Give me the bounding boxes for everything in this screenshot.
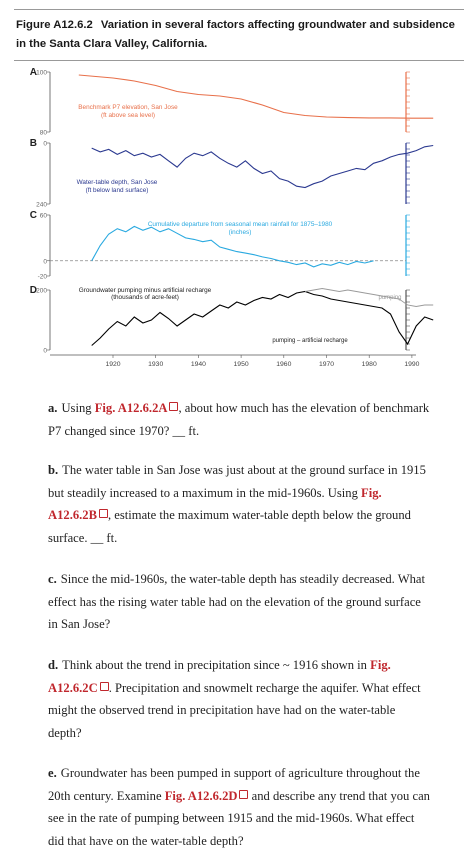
question-text: Using bbox=[61, 401, 95, 415]
question-text: and describe any trend that you can see … bbox=[48, 788, 430, 848]
question: c. Since the mid-1960s, the water-table d… bbox=[48, 568, 432, 636]
series-label: pumping – artificial recharge bbox=[272, 338, 348, 344]
panel-label: A bbox=[30, 67, 37, 78]
y-tick-label: 0 bbox=[43, 348, 47, 355]
x-tick-label: 1950 bbox=[234, 361, 249, 368]
y-tick-label: 60 bbox=[40, 213, 48, 220]
figure-link[interactable]: Fig. A12.6.2B bbox=[48, 485, 382, 523]
annotation: (thousands of acre-feet) bbox=[111, 294, 179, 301]
link-icon bbox=[239, 789, 249, 799]
annotation: Water-table depth, San Jose bbox=[77, 179, 158, 186]
x-tick-label: 1980 bbox=[362, 361, 377, 368]
annotation: Groundwater pumping minus artificial rec… bbox=[79, 287, 212, 294]
annotation: Cumulative departure from seasonal mean … bbox=[148, 221, 333, 228]
question-label: c. bbox=[48, 572, 57, 586]
panel-label: D bbox=[30, 285, 37, 296]
figure-label: Figure A12.6.2 bbox=[16, 19, 93, 31]
question-label: e. bbox=[48, 766, 57, 780]
data-line bbox=[91, 225, 374, 268]
x-tick-label: 1930 bbox=[148, 361, 163, 368]
link-icon bbox=[99, 681, 109, 691]
y-tick-label: 80 bbox=[40, 130, 48, 137]
data-line bbox=[78, 74, 434, 119]
figure-link[interactable]: Fig. A12.6.2C bbox=[48, 658, 391, 695]
panel-label: C bbox=[30, 210, 37, 221]
x-tick-label: 1940 bbox=[191, 361, 206, 368]
question-text: , estimate the maximum water-table depth… bbox=[48, 508, 411, 545]
data-line bbox=[91, 144, 434, 189]
question-text: Groundwater has been pumped in support o… bbox=[48, 766, 420, 803]
question-text: Think about the trend in precipitation s… bbox=[62, 658, 371, 672]
y-tick-label: -20 bbox=[38, 274, 48, 281]
figure-title: Variation in several factors affecting g… bbox=[16, 19, 455, 50]
x-tick-label: 1960 bbox=[276, 361, 291, 368]
data-line bbox=[91, 290, 434, 346]
y-tick-label: 100 bbox=[36, 70, 47, 77]
question-text: The water table in San Jose was just abo… bbox=[48, 463, 426, 500]
x-tick-label: 1970 bbox=[319, 361, 334, 368]
y-tick-label: 240 bbox=[36, 202, 47, 209]
figure-link[interactable]: Fig. A12.6.2D bbox=[164, 788, 238, 803]
figure-header: Figure A12.6.2 Variation in several facto… bbox=[14, 9, 464, 61]
series-label: pumping bbox=[378, 295, 401, 301]
question: e. Groundwater has been pumped in support… bbox=[48, 762, 432, 852]
question-text: Since the mid-1960s, the water-table dep… bbox=[48, 572, 426, 631]
link-icon bbox=[98, 509, 108, 518]
question-label: b. bbox=[48, 463, 59, 477]
question: b. The water table in San Jose was just a… bbox=[48, 459, 432, 549]
annotation: Benchmark P7 elevation, San Jose bbox=[78, 104, 178, 111]
annotation: (inches) bbox=[229, 229, 252, 236]
panel-label: B bbox=[30, 138, 37, 149]
question: a. Using Fig. A12.6.2A, about how much ha… bbox=[48, 397, 432, 442]
question-text: , about how much has the elevation of be… bbox=[48, 401, 430, 438]
y-tick-label: 0 bbox=[43, 141, 47, 148]
question-label: a. bbox=[48, 401, 58, 415]
x-tick-label: 1920 bbox=[105, 361, 120, 368]
question: d. Think about the trend in precipitation… bbox=[48, 654, 432, 744]
link-icon bbox=[169, 402, 179, 411]
annotation: (ft below land surface) bbox=[86, 187, 149, 194]
x-tick-label: 1990 bbox=[404, 361, 419, 368]
question-label: d. bbox=[48, 658, 59, 672]
y-tick-label: 200 bbox=[36, 288, 47, 295]
data-line bbox=[305, 288, 434, 307]
figure-link[interactable]: Fig. A12.6.2A bbox=[94, 401, 168, 415]
annotation: (ft above sea level) bbox=[101, 112, 155, 119]
y-tick-label: 0 bbox=[43, 258, 47, 265]
question-text: . Precipitation and snowmelt recharge th… bbox=[48, 680, 421, 740]
